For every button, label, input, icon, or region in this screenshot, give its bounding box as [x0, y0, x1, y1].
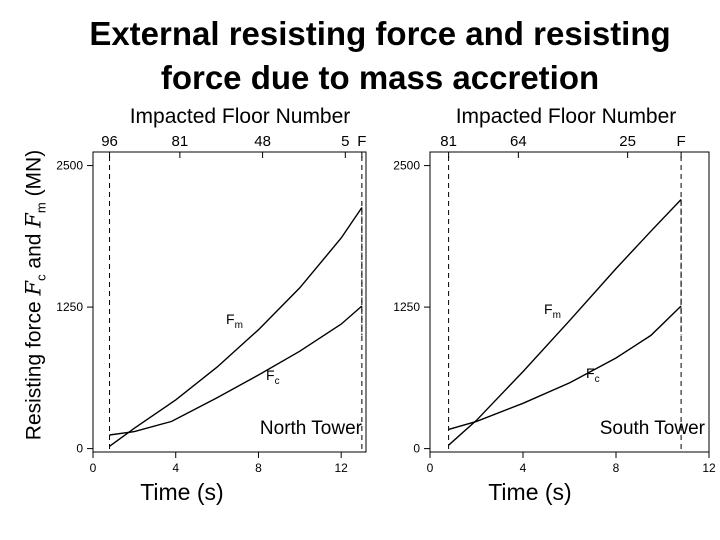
- title-line-2: force due to mass accretion: [160, 59, 600, 96]
- panel-2-label-fc-main: F: [586, 365, 595, 381]
- panel-2-floor-tick-label: 25: [619, 133, 636, 150]
- panel-2-xtick-label: 8: [613, 461, 620, 475]
- panel-1-xtick-label: 8: [255, 461, 262, 475]
- panel-1-x-axis-title: Time (s): [140, 479, 223, 505]
- panel-2-xtick-label: 4: [520, 461, 527, 475]
- panel-1-label-fc-sub: c: [275, 376, 280, 387]
- panel-1-ytick-label: 2500: [56, 159, 83, 173]
- panel-1-label-fm: Fm: [226, 311, 243, 331]
- panel-2-floor-tick-label: 81: [440, 133, 457, 150]
- title-line-1: External resisting force and resisting: [89, 15, 671, 52]
- panel-1-frame: [92, 151, 367, 453]
- panel-2-ytick-label: 2500: [393, 159, 420, 173]
- panel-2-tower-name: South Tower: [600, 418, 706, 439]
- panel-2-label-fm: Fm: [544, 301, 561, 321]
- panel-2-xtick-label: 12: [702, 461, 716, 475]
- panel-1-series-fm: [109, 207, 363, 447]
- panel-1-xtick-label: 4: [172, 461, 179, 475]
- panel-1-floor-tick-label: 96: [101, 133, 118, 150]
- panel-1-xtick-label: 0: [90, 461, 97, 475]
- panel-1-floor-tick-label: 5: [341, 133, 349, 150]
- panel-1-label-fm-sub: m: [235, 320, 243, 331]
- panel-1-label-fm-main: F: [226, 311, 235, 327]
- panel-1-top-axis-label: Impacted Floor Number: [130, 105, 351, 128]
- panel-1-floor-tick-label: 81: [172, 133, 189, 150]
- panel-2-frame: [429, 151, 710, 453]
- panel-2-top-axis-label: Impacted Floor Number: [456, 105, 677, 128]
- panel-2-label-fc-sub: c: [595, 374, 600, 385]
- panel-2-label-fm-main: F: [544, 301, 553, 317]
- panel-1-label-fc-main: F: [266, 367, 275, 383]
- panel-2-series-fc: [448, 305, 682, 431]
- panel-1-ytick-label: 1250: [56, 300, 83, 314]
- panel-2-label-fc: Fc: [586, 365, 600, 385]
- panel-1-ytick-label: 0: [76, 442, 83, 456]
- panel-2-x-axis-title: Time (s): [488, 479, 571, 505]
- chart-title: External resisting force and resisting f…: [40, 12, 720, 100]
- panel-2-label-fm-sub: m: [553, 310, 561, 321]
- panel-1-floor-tick-label: 48: [254, 133, 271, 150]
- panel-1-tower-name: North Tower: [260, 418, 363, 439]
- panel-2-series-fm: [448, 199, 682, 446]
- panel-2-ytick-label: 0: [413, 442, 420, 456]
- panel-1-series-fc: [109, 305, 363, 436]
- panel-1-label-fc: Fc: [266, 367, 280, 387]
- panel-1-xtick-label: 12: [335, 461, 349, 475]
- panel-2-xtick-label: 0: [427, 461, 434, 475]
- panel-2-floor-tick-label: F: [677, 133, 686, 150]
- panel-2-ytick-label: 1250: [393, 300, 420, 314]
- panel-2-floor-tick-label: 64: [510, 133, 527, 150]
- panel-1-floor-tick-label: F: [357, 133, 366, 150]
